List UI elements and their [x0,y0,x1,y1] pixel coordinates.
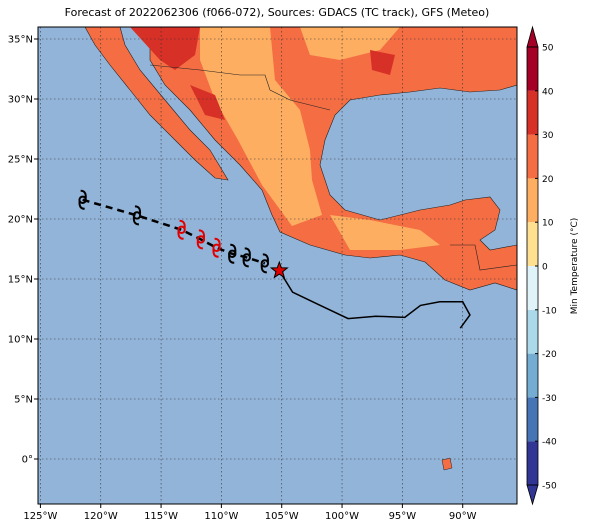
y-tick-label: 25°N [8,155,33,166]
cyclone-arm [260,253,269,274]
x-tick-label: 105°W [265,511,299,522]
colorbar-tick-label: -30 [542,394,557,404]
colorbar-extend-bottom [526,484,539,506]
cyclone-symbol [260,253,270,274]
cyclone-eye [260,259,270,268]
y-tick-label: 20°N [8,215,33,226]
border [450,244,517,271]
colorbar-tick-label: 50 [542,44,554,54]
x-tick-label: 110°W [204,511,238,522]
y-tick-label: 35°N [8,35,33,46]
cyclone-symbol [78,189,87,210]
colorbar: 50 40 30 20 10 0 -10 -20 -30 -40 -50 Min Temperatur… [526,25,580,506]
x-tick-label: 115°W [144,511,178,522]
colorbar-tick-label: 30 [542,131,554,141]
y-tick-label: 10°N [8,335,33,346]
colorbar-band [527,134,538,179]
cyclone-arm [132,205,142,226]
cyclone-arm [196,229,206,250]
colorbar-band [527,47,538,91]
colorbar-band [527,441,538,485]
island [441,457,453,471]
cyclone-symbol [132,205,142,226]
colorbar-label: Min Temperature (°C) [570,218,580,315]
cyclone-symbol [212,237,221,258]
colorbar-band [527,178,538,223]
border [149,64,331,111]
cyclone-eye [212,243,221,253]
plateau [330,215,440,250]
y-tick-label: 15°N [8,275,33,286]
colorbar-tick-label: 10 [542,219,554,229]
x-tick-label: 100°W [325,511,359,522]
cyclone-arm [228,243,237,264]
colorbar-band [527,266,538,310]
colorbar-tick-label: 20 [542,175,554,185]
plateau [200,27,322,226]
colorbar-extend-top [526,25,539,48]
cyclone-eye [78,195,87,205]
cyclone-eye [132,211,142,220]
colorbar-tick-label: 40 [542,87,554,97]
past-track [278,270,471,329]
cyclone-symbol [228,243,237,264]
hot-area [130,27,200,70]
map-frame [37,26,518,505]
x-tick-label: 125°W [23,511,57,522]
map-area [38,27,517,504]
hot-area [190,85,225,120]
y-tick-label: 5°N [14,395,33,406]
plateau [300,27,400,60]
colorbar-band [527,222,538,266]
cyclone-eye [196,235,206,244]
cyclone-symbol [242,247,251,268]
y-tick-label: 0° [22,455,33,466]
cyclone-arm [242,247,251,268]
axis-labels: 125°W 120°W 115°W 110°W 105°W 100°W 95°W 90°W 35… [8,35,477,523]
x-tick-label: 95°W [389,511,417,522]
cyclone-arm [212,237,221,258]
colorbar-tick-label: -10 [542,306,557,316]
cyclone-symbol [196,229,206,250]
colorbar-tick-label: -20 [542,350,557,360]
colorbar-band [527,397,538,442]
cyclone-eye [228,249,237,259]
colorbar-tick-label: -50 [542,482,557,492]
cyclone-symbol [177,219,186,240]
current-position [269,260,289,279]
y-tick-label: 30°N [8,95,33,106]
colorbar-tick-label: -40 [542,438,557,448]
x-tick-label: 90°W [449,511,477,522]
hot-area [370,50,395,75]
x-tick-label: 120°W [84,511,118,522]
cyclone-eye [177,225,186,235]
colorbar-band [527,353,538,398]
cyclone-arm [78,189,87,210]
colorbar-tick-label: 0 [542,263,548,273]
tracks [78,189,471,329]
colorbar-band [527,90,538,135]
cyclone-arm [177,219,186,240]
title: Forecast of 2022062306 (f066-072), Sourc… [65,6,490,19]
cyclone-eye [242,253,251,262]
colorbar-band [527,309,538,354]
